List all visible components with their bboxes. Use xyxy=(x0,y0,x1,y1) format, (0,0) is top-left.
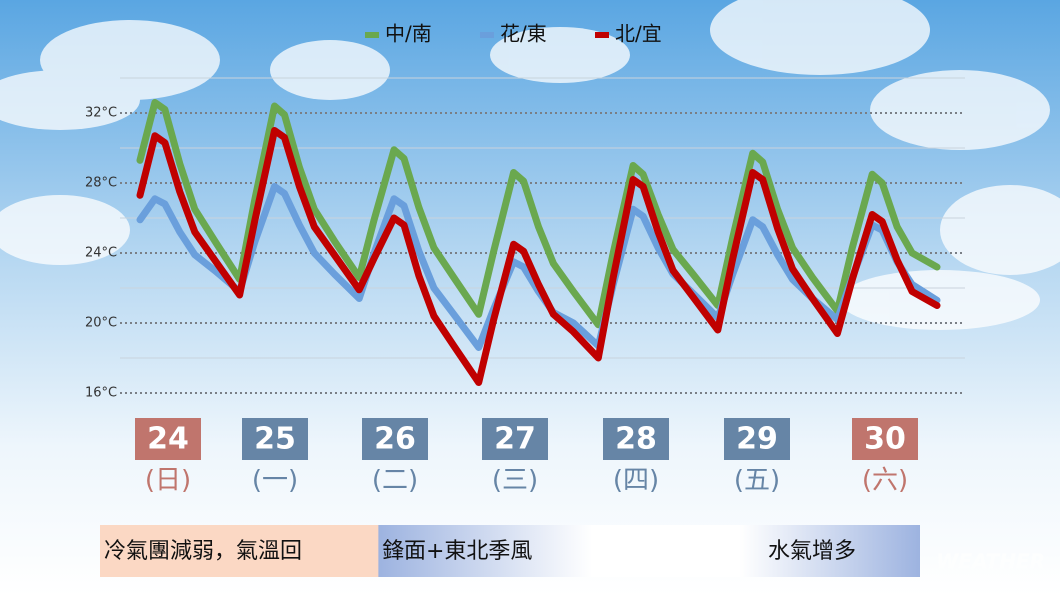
y-tick-label: 24°C xyxy=(85,246,117,261)
y-tick-label: 20°C xyxy=(85,316,117,331)
day-box xyxy=(852,418,918,460)
note: 冷氣團減弱，氣溫回 xyxy=(104,539,302,564)
y-tick-label: 32°C xyxy=(85,106,117,121)
line-series xyxy=(136,127,941,386)
day-weekday: (五) xyxy=(734,466,780,496)
legend-label: 花/東 xyxy=(500,22,547,46)
day-box xyxy=(724,418,790,460)
note: 水氣增多 xyxy=(768,539,856,564)
note: 鋒面+東北季風 xyxy=(382,539,532,564)
watermark: WEATHER xyxy=(936,550,1045,574)
day-date: 26 xyxy=(374,422,416,457)
day-weekday: (六) xyxy=(862,466,908,496)
day-weekday: (二) xyxy=(372,466,418,496)
line-series xyxy=(136,99,941,329)
y-tick-label: 28°C xyxy=(85,176,117,191)
day-box xyxy=(603,418,669,460)
day-date: 27 xyxy=(494,422,536,457)
legend-label: 北/宜 xyxy=(615,22,662,46)
day-weekday: (三) xyxy=(492,466,538,496)
day-box xyxy=(135,418,201,460)
day-box xyxy=(362,418,428,460)
day-date: 25 xyxy=(254,422,296,457)
y-tick-label: 16°C xyxy=(85,386,117,401)
day-box xyxy=(242,418,308,460)
line-series xyxy=(136,183,941,351)
day-date: 24 xyxy=(147,422,189,457)
day-date: 29 xyxy=(736,422,778,457)
note-band xyxy=(100,525,920,577)
day-date: 30 xyxy=(864,422,906,457)
legend-label: 中/南 xyxy=(385,22,432,46)
day-weekday: (一) xyxy=(252,466,298,496)
day-weekday: (日) xyxy=(145,466,191,496)
day-date: 28 xyxy=(615,422,657,457)
day-weekday: (四) xyxy=(613,466,659,496)
day-box xyxy=(482,418,548,460)
